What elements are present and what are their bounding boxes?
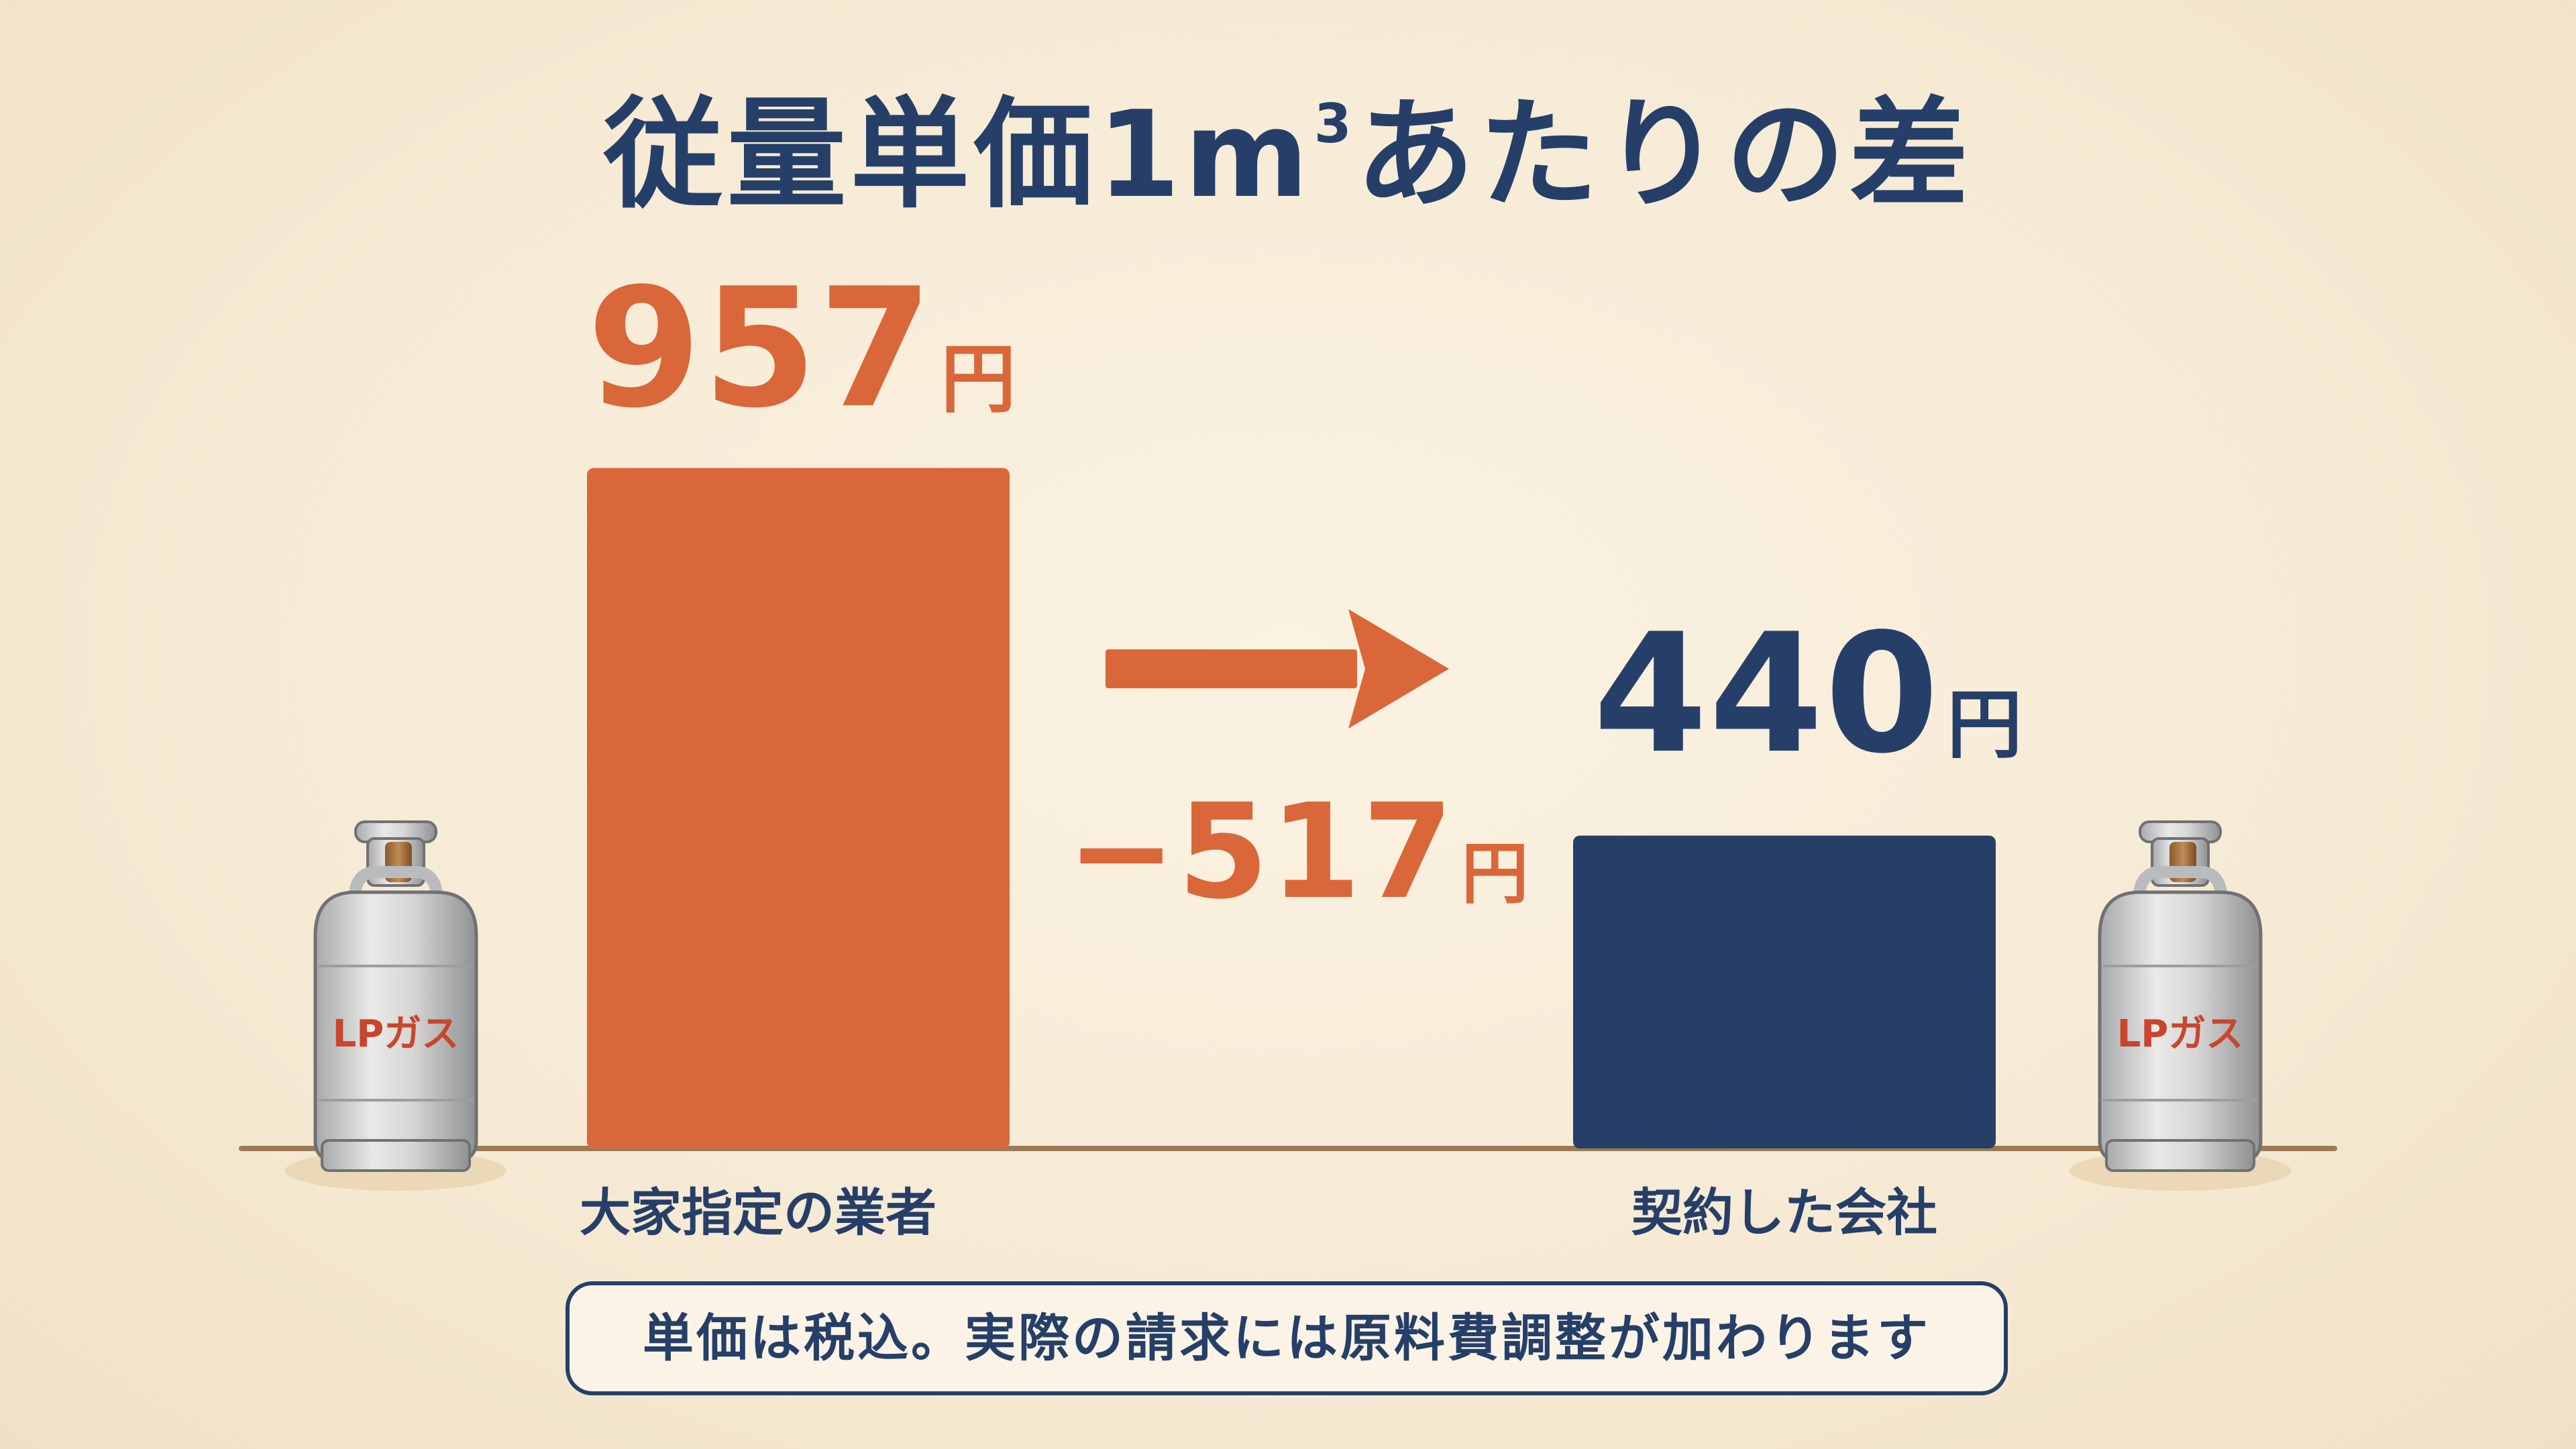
data-label-1: 440円 [1593,604,2022,816]
gas-cylinder-icon: LPガス [2070,820,2291,1191]
title-superscript: 3 [1313,93,1356,155]
data-label-0-unit: 円 [941,336,1016,423]
category-label-1: 契約した会社 [1631,1183,1937,1242]
chart-title: 従量単価1m3あたりの差 [0,47,2576,224]
title-main: 従量単価1m [603,85,1313,224]
difference-number: −517 [1067,775,1455,928]
data-label-1-number: 440 [1593,598,1941,790]
footnote: 単価は税込。実際の請求には原料費調整が加わります [566,1281,2008,1395]
cylinder-label: LPガス [2117,1012,2244,1056]
title-suffix: あたりの差 [1355,85,1973,224]
difference-unit: 円 [1461,835,1529,913]
arrow-right-icon [1106,609,1449,729]
bar-0 [587,468,1010,1148]
bar-1 [1573,835,1996,1148]
cylinder-label: LPガス [333,1012,460,1056]
data-label-0-number: 957 [587,253,934,444]
bars-group [587,468,1996,1148]
data-label-1-unit: 円 [1947,682,2023,769]
data-label-0: 957円 [587,258,1016,470]
category-label-0: 大家指定の業者 [580,1183,936,1242]
gas-cylinder-icon: LPガス [285,820,506,1191]
difference-label: −517 円 [1067,778,1528,948]
